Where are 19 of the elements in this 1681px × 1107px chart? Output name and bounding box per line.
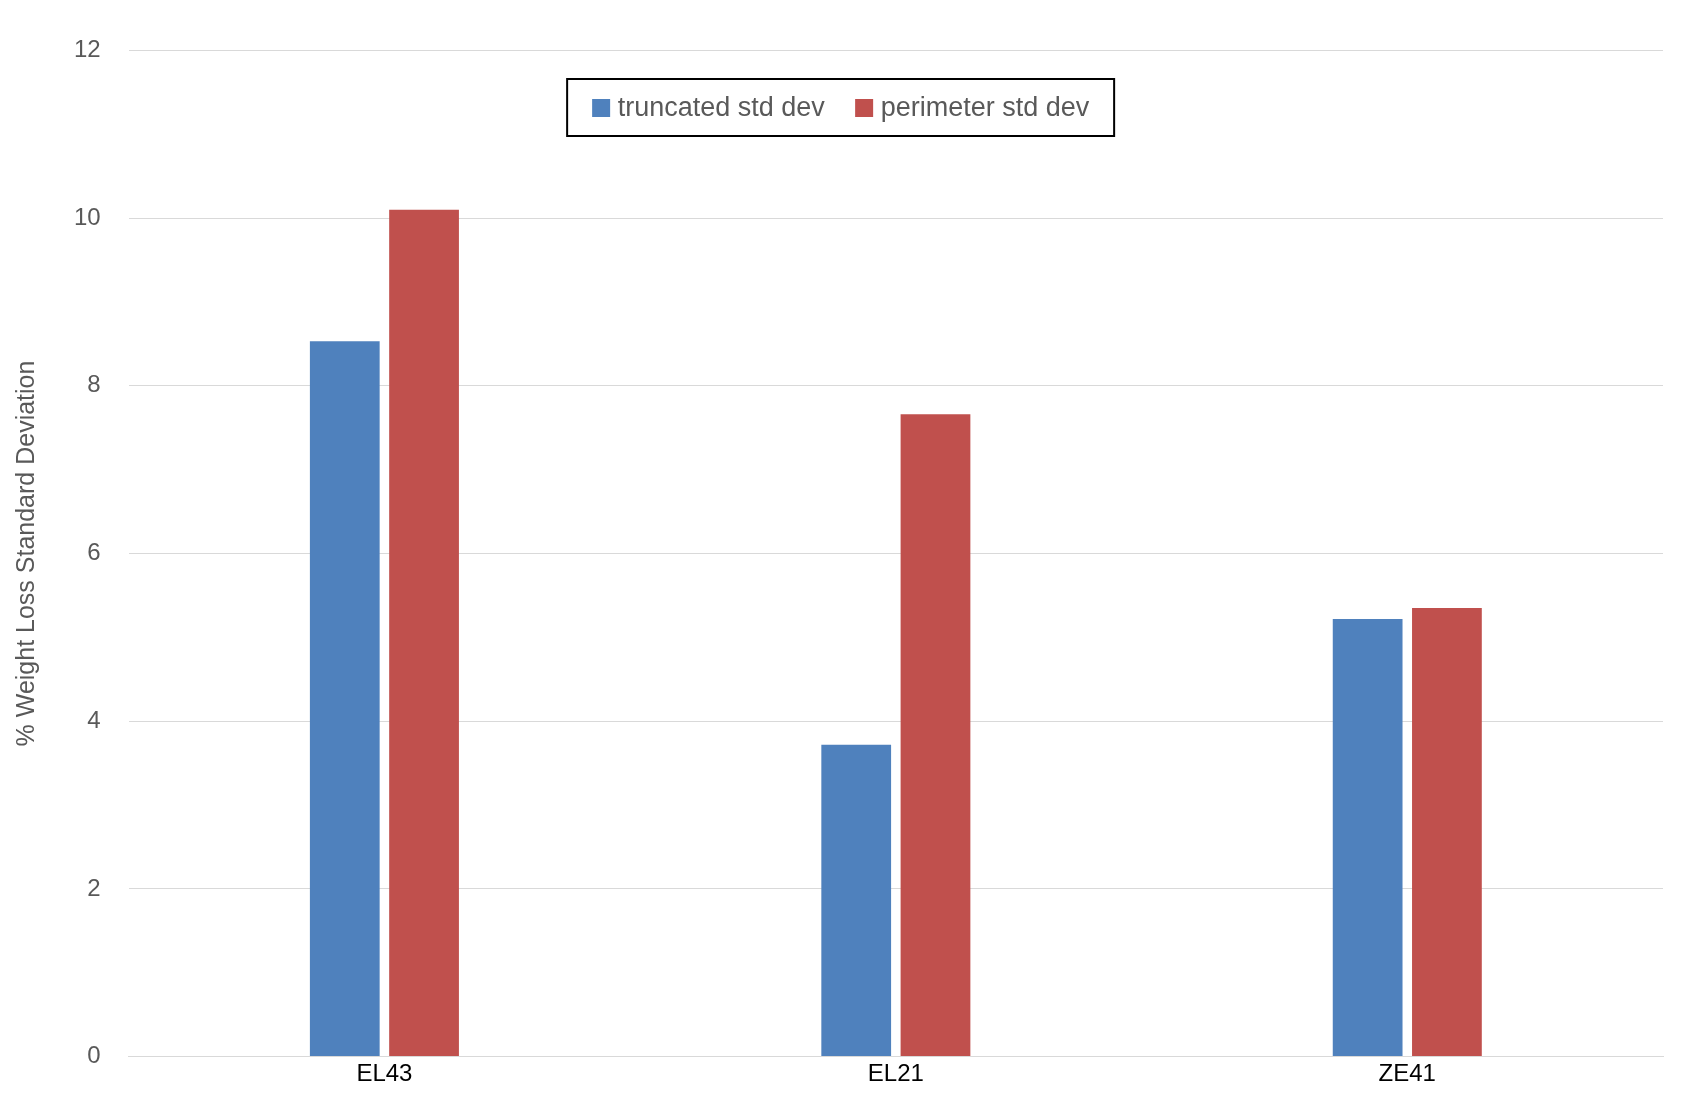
bar <box>1412 608 1482 1057</box>
x-tick-label: EL21 <box>867 1058 924 1086</box>
bar <box>309 341 380 1057</box>
y-axis-title: % Weight Loss Standard Deviation <box>10 360 39 747</box>
y-tick-label: 6 <box>87 538 101 566</box>
y-tick-label: 4 <box>87 705 101 733</box>
bar <box>389 209 459 1057</box>
bar <box>900 414 971 1057</box>
bar <box>821 744 892 1057</box>
legend-label: perimeter std dev <box>880 92 1090 123</box>
y-tick-label: 2 <box>87 873 101 901</box>
legend-label: truncated std dev <box>617 92 825 123</box>
y-tick-label: 0 <box>87 1041 101 1069</box>
bar <box>1332 618 1403 1057</box>
y-tick-label: 8 <box>87 370 101 398</box>
x-tick-label: EL43 <box>356 1058 413 1086</box>
y-tick-label: 10 <box>73 202 101 230</box>
x-tick-label: ZE41 <box>1378 1058 1436 1086</box>
y-tick-label: 12 <box>73 35 101 63</box>
